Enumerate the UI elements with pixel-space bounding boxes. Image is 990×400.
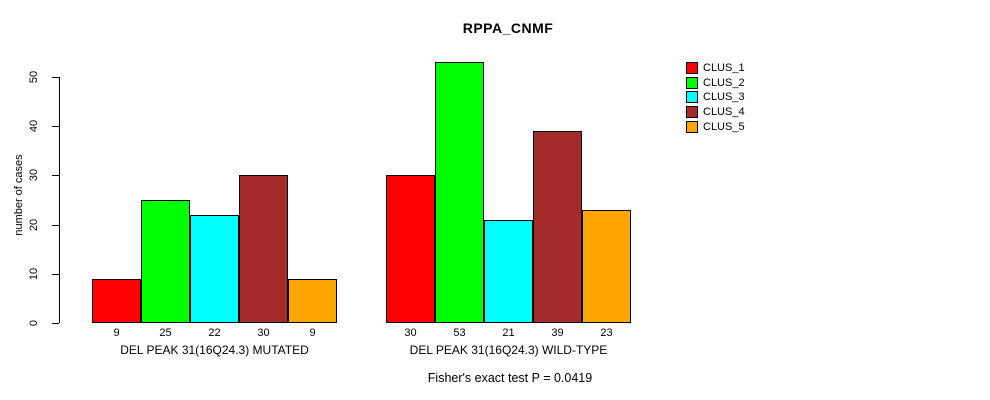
legend-label: CLUS_1 [703,62,745,75]
bar-value-label: 22 [208,327,221,339]
y-axis-label: number of cases [13,154,25,236]
legend-swatch-clus_2 [686,76,698,89]
bar-value-label: 21 [502,327,515,339]
bar-clus_1-group1 [92,278,141,323]
y-tick-mark [52,224,59,226]
bar-clus_5-group2 [582,209,631,323]
legend: CLUS_1 CLUS_2 CLUS_3 CLUS_4 CLUS_5 [686,61,745,134]
footnote: Fisher's exact test P = 0.0419 [427,371,593,385]
bar-clus_4-group2 [533,131,582,323]
y-tick-label: 10 [28,267,40,280]
bar-clus_4-group1 [239,175,288,323]
y-tick-mark [52,77,59,78]
legend-item-clus_5: CLUS_5 [686,119,745,134]
bar-value-label: 23 [600,327,613,339]
bar-clus_2-group1 [141,200,190,323]
legend-item-clus_2: CLUS_2 [686,76,745,91]
bar-clus_1-group2 [386,175,435,323]
bar-value-label: 9 [113,327,120,339]
legend-label: CLUS_4 [703,106,745,119]
y-tick-mark [52,323,59,324]
legend-label: CLUS_3 [703,91,745,104]
y-tick-label: 30 [28,169,40,182]
y-tick-mark [52,175,59,177]
y-tick-label: 40 [28,120,40,133]
y-axis-line [59,77,60,323]
legend-swatch-clus_1 [686,62,698,75]
bar-value-label: 39 [551,327,564,339]
y-tick-mark [52,273,59,275]
bar-value-label: 9 [309,327,316,339]
y-tick-label: 50 [28,70,40,84]
legend-swatch-clus_5 [686,120,698,133]
legend-label: CLUS_5 [703,120,745,133]
bar-clus_5-group1 [288,278,337,323]
bar-clus_2-group2 [435,62,484,323]
y-tick-label: 20 [28,218,40,231]
y-tick-mark [52,126,59,128]
legend-swatch-clus_4 [686,106,698,119]
legend-swatch-clus_3 [686,91,698,104]
group-label-2: DEL PEAK 31(16Q24.3) WILD-TYPE [409,343,608,357]
bar-value-label: 25 [159,327,172,339]
bar-value-label: 30 [404,327,417,339]
y-tick-label: 0 [28,319,40,327]
bar-value-label: 30 [257,327,270,339]
bar-clus_3-group2 [484,219,533,323]
bar-clus_3-group1 [190,214,239,323]
group-label-1: DEL PEAK 31(16Q24.3) MUTATED [120,343,309,357]
legend-item-clus_1: CLUS_1 [686,61,745,76]
legend-item-clus_3: CLUS_3 [686,90,745,105]
legend-item-clus_4: CLUS_4 [686,105,745,120]
bar-value-label: 53 [453,327,466,339]
chart-title: RPPA_CNMF [462,20,554,36]
legend-label: CLUS_2 [703,76,745,89]
